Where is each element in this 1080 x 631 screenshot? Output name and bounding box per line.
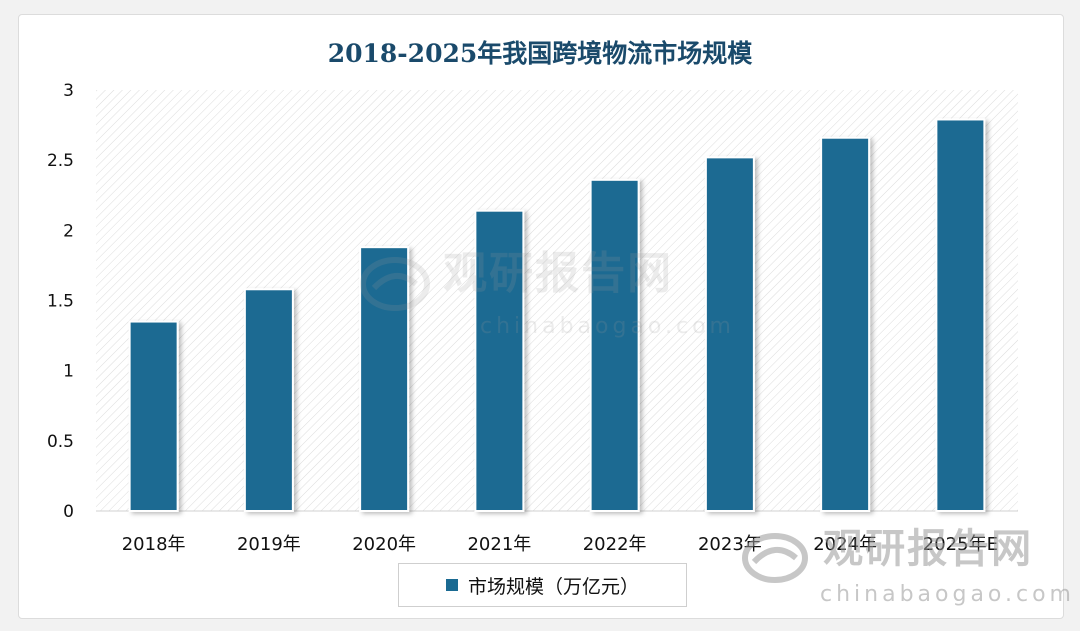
bars-group [128,118,986,513]
y-axis-ticks: 0 0.5 1 1.5 2 2.5 3 [47,81,74,522]
y-tick-label: 0 [63,502,74,522]
x-tick-label: 2022年 [583,534,647,555]
chart-legend: 市场规模（万亿元） [398,563,687,607]
watermark-corner: 观研报告网 chinabaogao.com [740,525,1075,607]
y-tick-label: 1.5 [47,292,74,312]
x-tick-label: 2025年E [923,534,998,555]
y-tick-label: 2 [63,221,74,241]
bar [704,156,755,513]
bar [935,118,986,512]
legend-swatch [445,579,458,591]
y-tick-label: 0.5 [47,432,74,452]
y-tick-label: 1 [63,362,74,382]
x-axis-ticks: 2018年 2019年 2020年 2021年 2022年 2023年 2024年 2025年… [122,534,998,555]
bar [474,209,525,512]
bar [589,178,640,513]
x-tick-label: 2021年 [467,534,531,555]
watermark-center: 观研报告网 chinabaogao.com [360,250,735,339]
watermark-title: 观研报告网 [443,248,674,299]
y-tick-label: 2.5 [47,151,74,171]
legend-label: 市场规模（万亿元） [467,575,639,598]
y-tick-label: 3 [63,81,74,101]
chart-title: 2018-2025年我国跨境物流市场规模 [327,39,753,68]
bar [243,288,294,513]
x-tick-label: 2019年 [237,534,301,555]
x-tick-label: 2020年 [352,534,416,555]
x-tick-label: 2018年 [122,534,186,555]
watermark-logo-icon [360,256,430,311]
bar [359,246,410,512]
watermark-corner-title: 观研报告网 [823,526,1034,572]
bar [820,136,871,512]
watermark-corner-logo-icon [742,532,808,583]
bar [128,320,179,512]
x-tick-label: 2024年 [813,534,877,555]
watermark-corner-url: chinabaogao.com [820,581,1075,607]
watermark-url: chinabaogao.com [480,313,735,339]
